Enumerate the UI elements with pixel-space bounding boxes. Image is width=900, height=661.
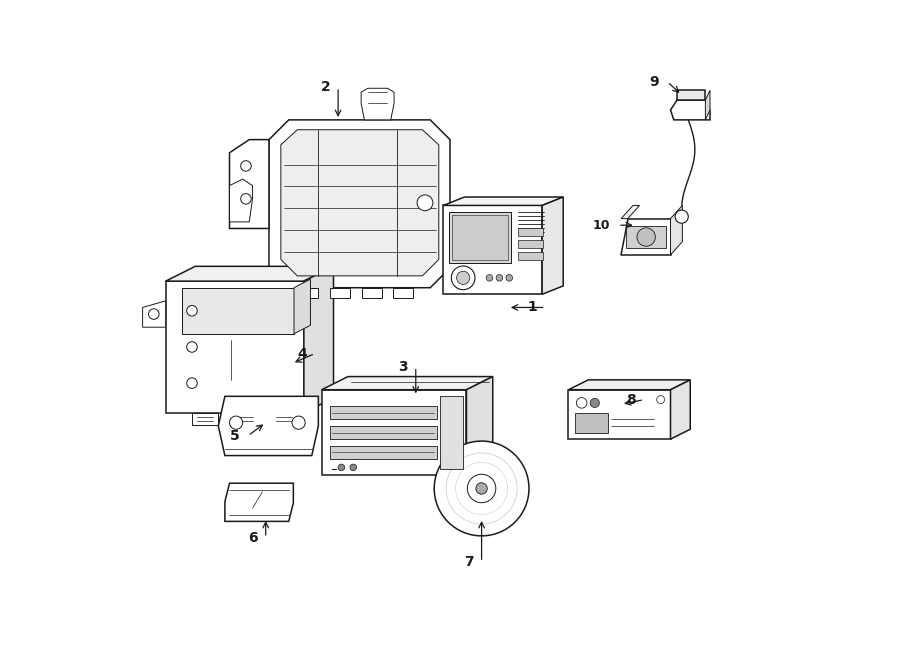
Circle shape [675, 210, 688, 223]
Circle shape [240, 194, 251, 204]
Polygon shape [621, 206, 640, 219]
Circle shape [576, 398, 587, 408]
Circle shape [637, 228, 655, 247]
Polygon shape [225, 483, 293, 522]
Polygon shape [299, 288, 319, 297]
Circle shape [496, 274, 503, 281]
Circle shape [186, 342, 197, 352]
Text: 9: 9 [650, 75, 660, 89]
Circle shape [230, 416, 243, 429]
Polygon shape [452, 215, 508, 260]
Text: 7: 7 [464, 555, 473, 569]
Circle shape [476, 483, 487, 494]
Polygon shape [393, 288, 413, 297]
Text: 10: 10 [592, 219, 610, 232]
Polygon shape [466, 377, 493, 475]
Text: 4: 4 [297, 346, 307, 360]
Polygon shape [518, 229, 543, 237]
Polygon shape [166, 281, 304, 412]
Polygon shape [182, 288, 294, 334]
Circle shape [455, 463, 508, 514]
Circle shape [148, 309, 159, 319]
Circle shape [350, 464, 356, 471]
Polygon shape [321, 390, 466, 475]
Polygon shape [542, 197, 563, 294]
Circle shape [590, 399, 599, 408]
Circle shape [657, 396, 664, 404]
Polygon shape [440, 397, 464, 469]
Circle shape [240, 161, 251, 171]
Polygon shape [230, 179, 253, 222]
Polygon shape [670, 100, 710, 120]
Polygon shape [304, 266, 334, 412]
Polygon shape [444, 197, 563, 206]
Polygon shape [670, 206, 682, 254]
Circle shape [434, 441, 529, 536]
Polygon shape [444, 206, 542, 294]
Text: 2: 2 [320, 80, 330, 94]
Polygon shape [269, 120, 450, 288]
Text: 3: 3 [398, 360, 408, 373]
Polygon shape [166, 266, 334, 281]
Text: 5: 5 [230, 429, 240, 443]
Text: 1: 1 [527, 301, 537, 315]
Polygon shape [329, 446, 436, 459]
Circle shape [486, 274, 493, 281]
Circle shape [417, 195, 433, 211]
Circle shape [467, 474, 496, 503]
Polygon shape [231, 412, 257, 424]
Text: 8: 8 [626, 393, 636, 407]
Text: 6: 6 [248, 531, 257, 545]
Polygon shape [621, 219, 670, 254]
Polygon shape [142, 301, 166, 327]
Polygon shape [518, 253, 543, 260]
Polygon shape [449, 212, 511, 262]
Polygon shape [361, 89, 394, 120]
Polygon shape [271, 412, 297, 424]
Polygon shape [670, 380, 690, 439]
Polygon shape [329, 407, 436, 419]
Polygon shape [281, 130, 439, 276]
Circle shape [506, 274, 512, 281]
Polygon shape [192, 412, 219, 424]
Circle shape [446, 453, 518, 524]
Polygon shape [569, 380, 690, 390]
Polygon shape [626, 226, 666, 249]
Polygon shape [569, 390, 670, 439]
Polygon shape [575, 412, 608, 432]
Polygon shape [677, 91, 706, 100]
Circle shape [292, 416, 305, 429]
Polygon shape [219, 397, 319, 455]
Polygon shape [518, 241, 543, 249]
Polygon shape [321, 377, 493, 390]
Circle shape [338, 464, 345, 471]
Polygon shape [706, 91, 710, 120]
Polygon shape [294, 279, 310, 334]
Polygon shape [362, 288, 382, 297]
Polygon shape [330, 288, 350, 297]
Polygon shape [329, 426, 436, 439]
Circle shape [456, 271, 470, 284]
Circle shape [186, 378, 197, 389]
Polygon shape [230, 139, 269, 229]
Circle shape [186, 305, 197, 316]
Circle shape [451, 266, 475, 290]
